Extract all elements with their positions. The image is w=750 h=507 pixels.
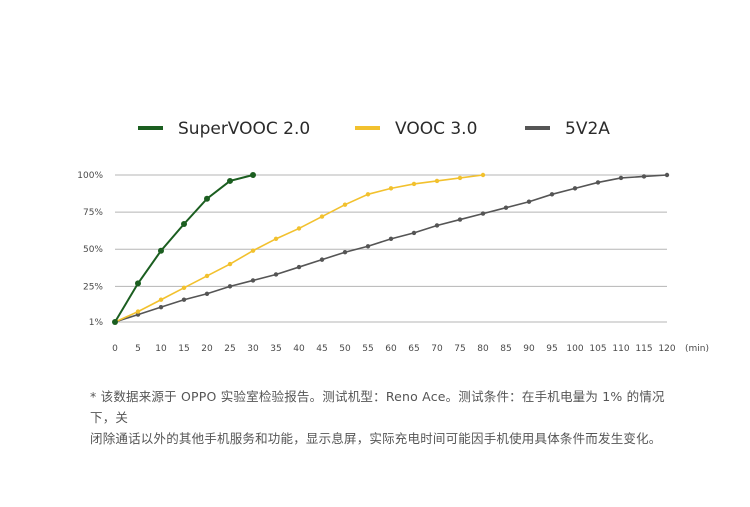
x-tick-label: 95	[546, 344, 557, 354]
x-tick-label: 110	[612, 344, 629, 354]
data-point	[434, 178, 440, 184]
data-point	[434, 223, 440, 228]
x-tick-label: 20	[201, 344, 213, 354]
x-tick-label: 0	[112, 344, 118, 354]
data-point	[250, 248, 256, 253]
data-point	[181, 297, 187, 302]
data-point	[250, 172, 256, 178]
x-tick-label: 75	[454, 344, 465, 354]
x-tick-label: 85	[500, 344, 511, 354]
data-point	[618, 175, 624, 181]
legend-item-0: SuperVOOC 2.0	[138, 119, 310, 139]
data-point	[342, 202, 348, 207]
x-tick-label: 80	[477, 344, 489, 354]
data-point	[319, 214, 325, 219]
data-point	[181, 285, 187, 291]
y-tick-label: 75%	[83, 208, 103, 218]
data-point	[250, 278, 256, 283]
data-point	[480, 211, 486, 216]
data-point	[365, 244, 371, 249]
chart-grid	[115, 174, 667, 323]
data-point	[227, 284, 233, 289]
data-point	[296, 226, 302, 231]
data-point	[158, 304, 164, 310]
data-point	[388, 236, 394, 242]
data-point	[181, 221, 187, 227]
x-tick-label: 30	[247, 344, 259, 354]
data-point	[135, 280, 141, 287]
data-point	[457, 217, 463, 222]
legend-item-1: VOOC 3.0	[355, 119, 477, 139]
chart-legend: SuperVOOC 2.0 VOOC 3.0 5V2A	[138, 119, 610, 139]
data-point	[457, 175, 463, 181]
data-point	[227, 177, 233, 184]
data-point	[319, 257, 325, 262]
data-point	[388, 186, 394, 191]
x-tick-label: 45	[316, 344, 327, 354]
data-point	[273, 272, 279, 277]
x-tick-label: 55	[362, 344, 373, 354]
data-point	[296, 264, 302, 270]
data-point	[158, 297, 164, 302]
x-tick-label: 15	[178, 344, 189, 354]
legend-label: 5V2A	[565, 119, 610, 139]
chart-series	[112, 172, 670, 325]
data-point	[503, 205, 509, 210]
series-line	[114, 174, 668, 323]
x-axis-unit: (min)	[685, 344, 709, 354]
data-point	[204, 195, 210, 202]
x-tick-label: 35	[270, 344, 281, 354]
y-tick-label: 25%	[83, 282, 103, 292]
data-point	[664, 172, 670, 178]
data-point	[342, 250, 348, 255]
x-tick-label: 25	[224, 344, 235, 354]
x-tick-label: 40	[293, 344, 305, 354]
footnote-line-1: * 该数据来源于 OPPO 实验室检验报告。测试机型：Reno Ace。测试条件…	[90, 389, 665, 425]
legend-item-2: 5V2A	[525, 119, 610, 139]
footnote-line-2: 闭除通话以外的其他手机服务和功能，显示息屏，实际充电时间可能因手机使用具体条件而…	[90, 431, 662, 446]
data-point	[526, 199, 532, 204]
legend-label: SuperVOOC 2.0	[178, 119, 310, 139]
data-point	[204, 291, 210, 296]
x-axis-ticks: 0 5 10 15 20 25 30 35 40 45 50 55 60 65 70 75 80 85 90 95 10…	[112, 344, 709, 354]
series-2	[112, 172, 670, 325]
data-point	[572, 186, 578, 191]
data-point	[595, 180, 601, 185]
y-axis-ticks: 1% 25% 50% 75% 100%	[77, 171, 103, 328]
footnote: * 该数据来源于 OPPO 实验室检验报告。测试机型：Reno Ace。测试条件…	[90, 386, 690, 449]
data-point	[112, 319, 118, 325]
series-line	[114, 174, 484, 323]
data-point	[411, 230, 417, 236]
y-tick-label: 50%	[83, 245, 103, 255]
series-0	[112, 172, 256, 325]
x-tick-label: 65	[408, 344, 419, 354]
x-tick-label: 100	[566, 344, 583, 354]
data-point	[273, 236, 279, 242]
x-tick-label: 10	[155, 344, 167, 354]
data-point	[204, 273, 210, 279]
data-point	[549, 192, 555, 197]
series-1	[112, 172, 486, 325]
data-point	[135, 309, 141, 314]
x-tick-label: 120	[658, 344, 675, 354]
x-tick-label: 50	[339, 344, 351, 354]
data-point	[158, 247, 164, 254]
x-tick-label: 5	[135, 344, 141, 354]
data-point	[365, 192, 371, 197]
legend-label: VOOC 3.0	[395, 119, 477, 139]
x-tick-label: 115	[635, 344, 652, 354]
data-point	[480, 172, 486, 178]
x-tick-label: 60	[385, 344, 397, 354]
y-tick-label: 1%	[89, 318, 104, 328]
data-point	[411, 181, 417, 187]
x-tick-label: 105	[589, 344, 606, 354]
x-tick-label: 70	[431, 344, 443, 354]
data-point	[227, 261, 233, 267]
charging-chart: SuperVOOC 2.0 VOOC 3.0 5V2A 1%25%50%75%100…	[77, 119, 709, 354]
y-tick-label: 100%	[77, 171, 103, 181]
x-tick-label: 90	[523, 344, 535, 354]
data-point	[641, 174, 647, 179]
